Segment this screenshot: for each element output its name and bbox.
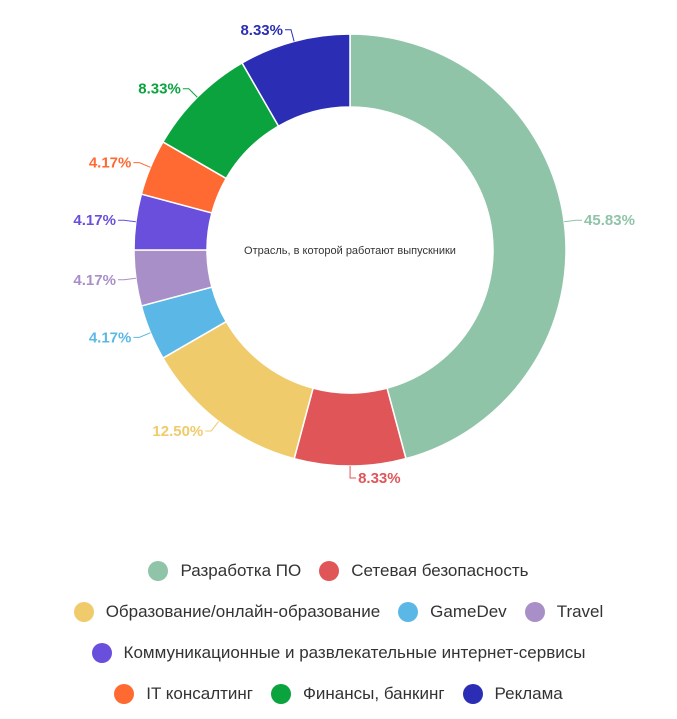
legend-item-5[interactable]: Коммуникационные и развлекательные интер… xyxy=(91,642,586,663)
donut-slice-8[interactable] xyxy=(241,33,351,128)
legend-label: IT консалтинг xyxy=(146,683,253,703)
legend-label: Разработка ПО xyxy=(180,560,302,580)
legend-swatch-icon xyxy=(319,560,340,581)
donut-slice-0[interactable] xyxy=(349,33,567,460)
leader-line-1 xyxy=(349,465,357,479)
leader-line-4 xyxy=(117,277,136,281)
legend-row-3: IT консалтинг Финансы, банкинг Реклама xyxy=(0,673,677,714)
legend-item-6[interactable]: IT консалтинг xyxy=(114,683,253,704)
legend-swatch-icon xyxy=(524,601,545,622)
data-label-3: 4.17% xyxy=(89,329,132,346)
legend-swatch-icon xyxy=(271,683,291,704)
leader-line-6 xyxy=(133,162,151,168)
data-label-1: 8.33% xyxy=(358,470,401,487)
leader-line-8 xyxy=(285,29,295,42)
chart-title: Отрасль, в которой работают выпускники xyxy=(244,245,456,257)
legend-label: Финансы, банкинг xyxy=(303,683,445,703)
data-label-0: 45.83% xyxy=(584,212,635,229)
leader-line-5 xyxy=(117,219,136,223)
legend-label: Коммуникационные и развлекательные интер… xyxy=(123,642,586,662)
leader-line-2 xyxy=(205,421,219,432)
legend-label: GameDev xyxy=(430,601,507,621)
legend-item-3[interactable]: GameDev xyxy=(398,601,507,622)
data-label-2: 12.50% xyxy=(152,423,203,440)
leader-line-7 xyxy=(182,88,198,98)
legend-label: Образование/онлайн-образование xyxy=(105,601,381,621)
donut-chart-svg: 45.83% 8.33% 12.50% 4.17% 4.17% 4.17% 4.17% 8.3… xyxy=(73,22,635,487)
legend-row-0: Разработка ПО Сетевая безопасность xyxy=(0,550,677,591)
legend-item-1[interactable]: Сетевая безопасность xyxy=(319,560,529,581)
slices-layer xyxy=(133,33,567,467)
legend-label: Реклама xyxy=(494,683,563,703)
leader-line-0 xyxy=(564,219,583,223)
legend-swatch-icon xyxy=(73,601,94,622)
data-label-7: 8.33% xyxy=(138,81,181,98)
legend-item-4[interactable]: Travel xyxy=(524,601,604,622)
data-labels-layer: 45.83% 8.33% 12.50% 4.17% 4.17% 4.17% 4.17% 8.3… xyxy=(73,22,635,487)
data-label-5: 4.17% xyxy=(73,212,116,229)
legend-swatch-icon xyxy=(462,683,483,704)
leader-lines-layer xyxy=(117,29,583,479)
data-label-8: 8.33% xyxy=(240,22,283,39)
legend: Разработка ПО Сетевая безопасность Образов… xyxy=(0,550,677,714)
legend-label: Сетевая безопасность xyxy=(351,560,529,580)
legend-swatch-icon xyxy=(91,642,112,663)
leader-line-3 xyxy=(133,332,151,338)
legend-item-8[interactable]: Реклама xyxy=(462,683,563,704)
legend-row-1: Образование/онлайн-образование GameDev Tra… xyxy=(0,591,677,632)
legend-item-7[interactable]: Финансы, банкинг xyxy=(271,683,445,704)
legend-swatch-icon xyxy=(398,601,419,622)
donut-slice-1[interactable] xyxy=(293,387,407,467)
data-label-4: 4.17% xyxy=(73,272,116,289)
data-label-6: 4.17% xyxy=(89,155,132,172)
legend-label: Travel xyxy=(556,601,604,621)
legend-swatch-icon xyxy=(114,683,135,704)
legend-item-0[interactable]: Разработка ПО xyxy=(148,560,302,581)
legend-row-2: Коммуникационные и развлекательные интер… xyxy=(0,632,677,673)
legend-item-2[interactable]: Образование/онлайн-образование xyxy=(73,601,381,622)
legend-swatch-icon xyxy=(148,560,169,581)
